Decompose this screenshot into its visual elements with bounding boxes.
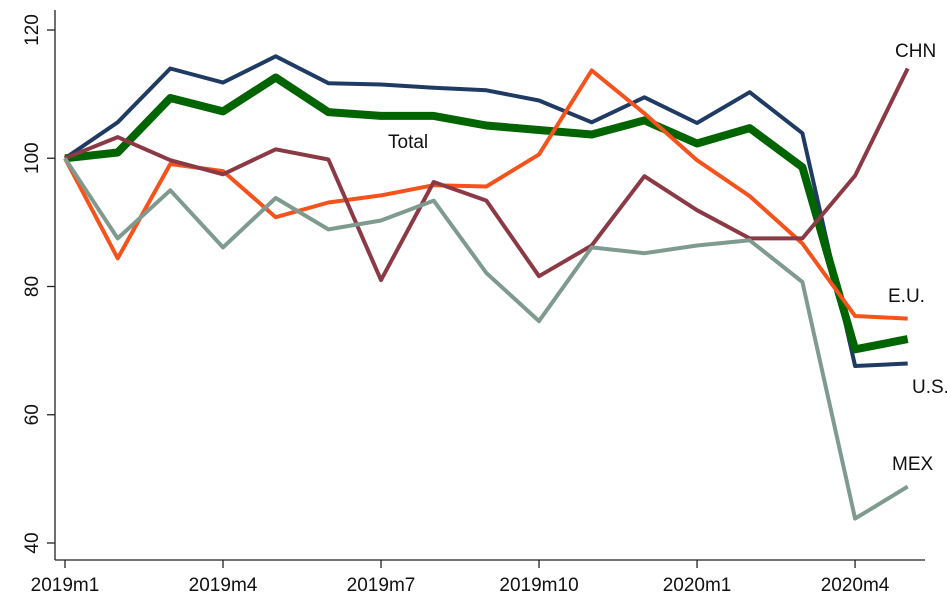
series-line — [63, 68, 908, 321]
y-tick-label: 80 — [22, 276, 43, 297]
x-tick-label: 2020m4 — [821, 575, 890, 596]
series-line — [64, 73, 909, 354]
y-tick-label: 40 — [22, 532, 43, 553]
x-tick-label: 2019m1 — [31, 575, 100, 596]
series-line — [63, 157, 909, 521]
x-tick-label: 2019m4 — [189, 575, 258, 596]
x-tick-label: 2020m1 — [663, 575, 732, 596]
series-line — [64, 67, 910, 283]
y-tick-label: 100 — [22, 142, 43, 174]
y-tick-label: 60 — [22, 404, 43, 425]
series-label: CHN — [895, 41, 936, 62]
series-label: MEX — [892, 454, 934, 475]
y-tick-label: 120 — [22, 14, 43, 46]
series-label: Total — [388, 132, 428, 153]
series-label: E.U. — [888, 286, 925, 307]
series-label: U.S. — [912, 377, 947, 398]
series-line — [63, 54, 908, 368]
x-tick-label: 2019m7 — [347, 575, 416, 596]
x-tick-label: 2019m10 — [499, 575, 578, 596]
